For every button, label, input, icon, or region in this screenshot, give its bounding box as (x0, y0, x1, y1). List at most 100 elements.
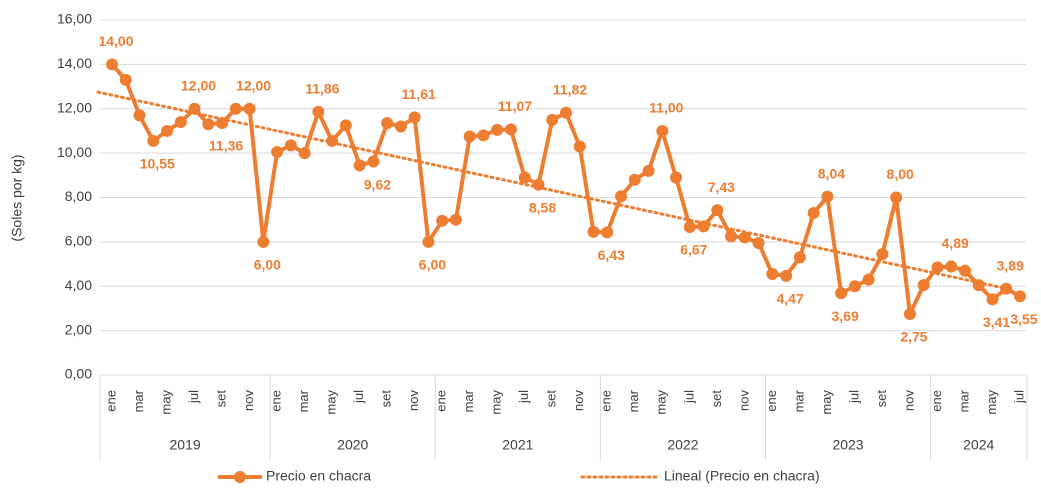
data-label: 7,43 (708, 179, 735, 195)
data-point (628, 173, 641, 186)
data-label: 4,47 (776, 291, 803, 307)
data-label: 2,75 (900, 329, 927, 345)
data-label: 8,58 (529, 199, 556, 215)
y-tick-label: 6,00 (65, 233, 92, 249)
data-point (615, 190, 628, 203)
data-point (202, 118, 215, 131)
data-point (807, 207, 820, 220)
data-point (188, 102, 201, 115)
data-point (463, 130, 476, 143)
data-label: 12,00 (181, 77, 216, 93)
data-point (229, 102, 242, 115)
y-axis-label: (Soles por kg) (9, 154, 25, 241)
y-tick-label: 14,00 (57, 55, 92, 71)
x-tick-label: ene (599, 390, 614, 412)
x-tick-label: ene (434, 390, 449, 412)
data-label: 8,04 (818, 165, 845, 181)
data-point (422, 235, 435, 248)
data-point (945, 260, 958, 273)
data-point (835, 287, 848, 300)
data-point (848, 280, 861, 293)
data-point (821, 190, 834, 203)
data-point (174, 116, 187, 129)
x-tick-label: jul (846, 390, 861, 404)
data-label: 3,69 (832, 308, 859, 324)
data-point (326, 134, 339, 147)
data-label: 3,41 (983, 314, 1010, 330)
data-point (504, 123, 517, 136)
x-tick-label: jul (351, 390, 366, 404)
y-tick-label: 2,00 (65, 321, 92, 337)
data-point (133, 109, 146, 122)
x-tick-label: mar (626, 389, 641, 412)
data-point (477, 129, 490, 142)
x-tick-label: jul (186, 390, 201, 404)
x-tick-label: mar (296, 389, 311, 412)
series-line (110, 63, 1021, 316)
data-label: 6,00 (419, 257, 446, 273)
x-tick-label: nov (241, 390, 256, 411)
data-point (216, 116, 229, 129)
data-point (986, 293, 999, 306)
x-tick-label: set (874, 390, 889, 408)
data-label: 9,62 (364, 176, 391, 192)
data-label: 3,55 (1010, 311, 1037, 327)
data-point (271, 146, 284, 159)
data-label: 8,00 (887, 166, 914, 182)
x-tick-label: jul (681, 390, 696, 404)
data-point (106, 58, 118, 71)
x-tick-label: set (213, 390, 228, 408)
data-point (931, 261, 944, 274)
data-point (161, 124, 174, 137)
group-label: 2019 (170, 437, 201, 453)
data-point (381, 117, 394, 130)
data-label: 11,07 (498, 98, 532, 114)
data-point (780, 269, 793, 282)
data-point (284, 139, 297, 152)
x-tick-label: mar (956, 389, 971, 412)
y-tick-label: 12,00 (57, 99, 92, 115)
legend-marker (234, 471, 246, 483)
data-point (958, 264, 971, 277)
x-tick-label: set (709, 390, 724, 408)
x-tick-label: ene (103, 390, 118, 412)
group-label: 2023 (832, 437, 863, 453)
data-point (972, 279, 985, 292)
data-label: 11,00 (649, 100, 683, 116)
x-tick-label: may (489, 390, 504, 415)
data-point (312, 105, 325, 118)
x-tick-label: ene (929, 390, 944, 412)
data-point (573, 140, 586, 153)
data-point (408, 111, 421, 124)
data-point (367, 155, 380, 168)
data-point (697, 220, 710, 233)
x-tick-label: ene (764, 390, 779, 412)
data-label: 11,82 (553, 81, 587, 97)
x-tick-label: may (324, 390, 339, 415)
data-point (298, 147, 311, 160)
data-point (876, 248, 889, 261)
x-tick-label: ene (269, 390, 284, 412)
group-label: 2021 (502, 437, 533, 453)
data-point (656, 124, 669, 137)
data-label: 12,00 (236, 77, 271, 93)
x-tick-label: jul (516, 390, 531, 404)
data-label: 11,36 (209, 138, 243, 154)
y-tick-label: 0,00 (65, 366, 92, 382)
data-point (587, 225, 600, 238)
group-label: 2024 (963, 437, 994, 453)
x-tick-label: may (819, 390, 834, 415)
data-point (532, 178, 545, 191)
data-label: 11,86 (305, 81, 339, 97)
data-point (546, 113, 559, 126)
data-point (683, 221, 696, 234)
data-point (1000, 282, 1013, 295)
data-label: 6,67 (680, 242, 707, 258)
data-point (903, 307, 916, 320)
y-tick-label: 8,00 (65, 188, 92, 204)
group-label: 2022 (667, 437, 698, 453)
data-label: 6,00 (254, 257, 281, 273)
data-point (560, 106, 572, 119)
data-point (257, 235, 270, 248)
legend-label: Precio en chacra (266, 468, 371, 484)
